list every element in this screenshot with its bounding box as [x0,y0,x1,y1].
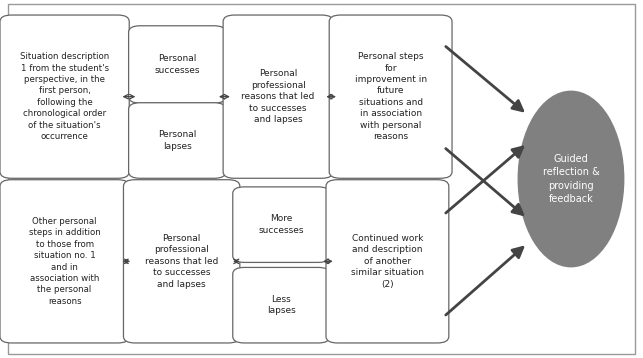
FancyBboxPatch shape [129,103,226,178]
Text: Continued work
and description
of another
similar situation
(2): Continued work and description of anothe… [351,234,424,289]
FancyBboxPatch shape [8,4,635,354]
FancyBboxPatch shape [233,187,330,262]
Text: Personal
professional
reasons that led
to successes
and lapses: Personal professional reasons that led t… [145,234,219,289]
Text: Situation description
1 from the student's
perspective, in the
first person,
fol: Situation description 1 from the student… [20,52,109,141]
Text: Personal steps
for
improvement in
future
situations and
in association
with pers: Personal steps for improvement in future… [354,52,427,141]
FancyBboxPatch shape [129,26,226,103]
Text: Less
lapses: Less lapses [267,295,296,315]
Text: More
successes: More successes [258,214,304,235]
Text: Guided
reflection &
providing
feedback: Guided reflection & providing feedback [543,154,599,204]
Text: Other personal
steps in addition
to those from
situation no. 1
and in
associatio: Other personal steps in addition to thos… [29,217,100,306]
Ellipse shape [518,91,624,267]
FancyBboxPatch shape [0,15,129,178]
FancyBboxPatch shape [0,180,129,343]
FancyBboxPatch shape [326,180,449,343]
Text: Personal
professional
reasons that led
to successes
and lapses: Personal professional reasons that led t… [241,69,315,124]
Text: Personal
lapses: Personal lapses [158,130,196,151]
Text: Personal
successes: Personal successes [154,54,200,75]
FancyBboxPatch shape [123,180,240,343]
FancyBboxPatch shape [223,15,333,178]
FancyBboxPatch shape [329,15,452,178]
FancyBboxPatch shape [233,267,330,343]
